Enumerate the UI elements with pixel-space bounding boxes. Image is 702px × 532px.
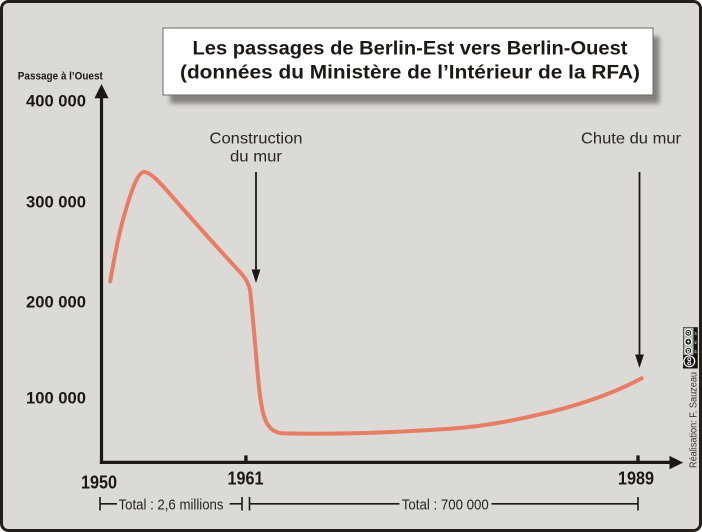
svg-text:1989: 1989 [618,469,654,489]
svg-text:Passage à l’Ouest: Passage à l’Ouest [18,71,103,83]
svg-text:100 000: 100 000 [26,390,86,408]
svg-text:du mur: du mur [230,149,283,166]
svg-text:SA: SA [693,331,697,335]
svg-text:NC: NC [693,340,697,344]
svg-text:Réalisation: F. Sauzeau: Réalisation: F. Sauzeau [688,372,699,468]
svg-text:Chute du mur: Chute du mur [581,131,682,148]
svg-text:1961: 1961 [228,468,264,488]
svg-text:BY: BY [693,349,697,353]
svg-text:(données du Ministère de l’Int: (données du Ministère de l’Intérieur de … [180,62,640,84]
svg-text:Total : 2,6 millions: Total : 2,6 millions [119,497,224,514]
svg-text:Total : 700 000: Total : 700 000 [402,496,489,513]
svg-text:200 000: 200 000 [26,294,86,312]
svg-text:Construction: Construction [210,131,303,148]
svg-text:Les passages de Berlin-Est ver: Les passages de Berlin-Est vers Berlin-O… [193,38,629,60]
svg-text:300 000: 300 000 [26,194,86,212]
svg-text:1950: 1950 [81,473,117,493]
svg-text:400 000: 400 000 [26,93,86,111]
